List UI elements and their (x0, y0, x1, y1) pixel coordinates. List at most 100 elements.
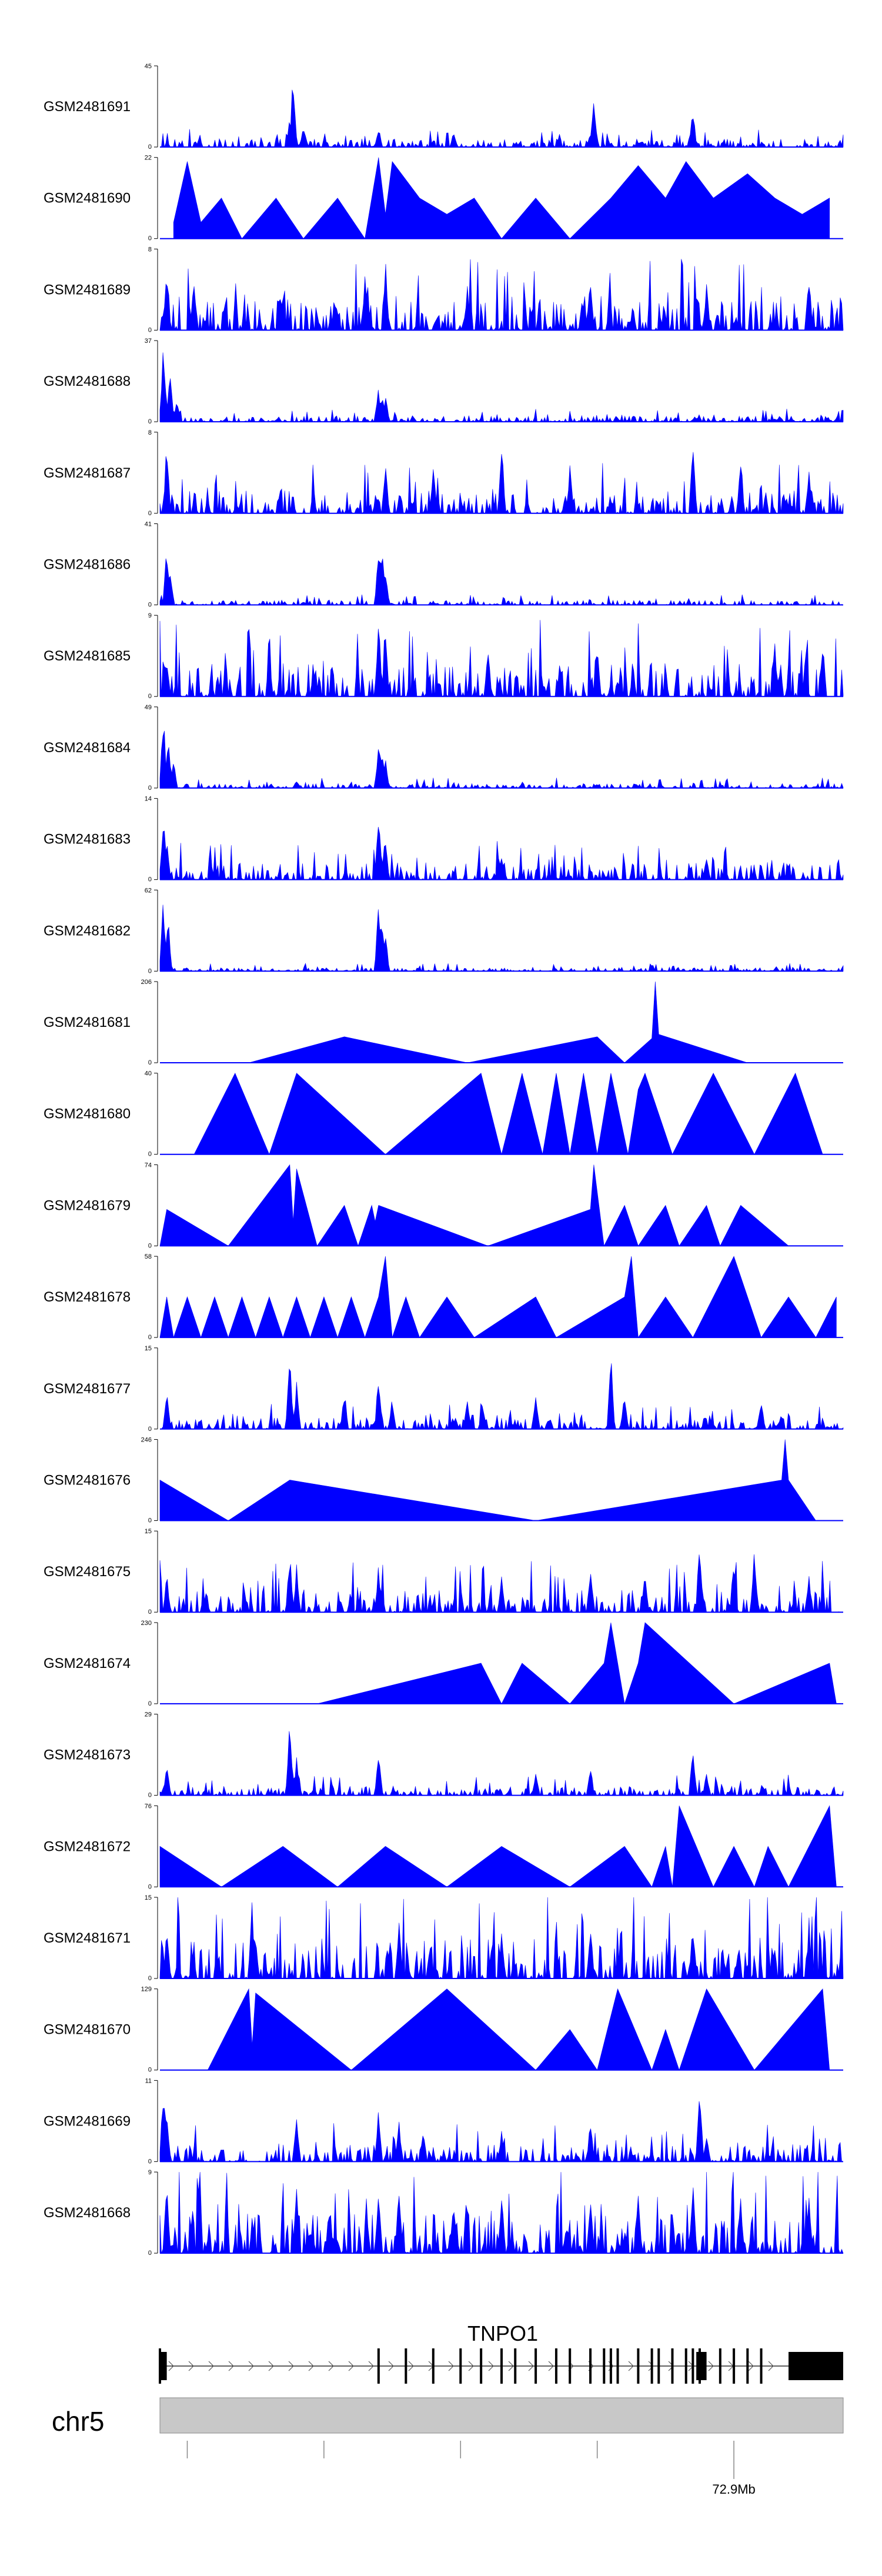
coverage-area (159, 620, 844, 698)
y-max-label: 8 (148, 246, 152, 253)
chromosome-ideogram-track: chr5 72.9Mb (52, 2397, 844, 2497)
strand-chevron (548, 2361, 554, 2371)
coverage-area (159, 1554, 843, 1613)
y-max-label: 129 (141, 1986, 152, 1993)
exon (432, 2348, 435, 2384)
exon (657, 2348, 660, 2384)
y-max-label: 37 (145, 338, 152, 345)
track-label: GSM2481676 (44, 1473, 131, 1489)
exon (760, 2348, 763, 2384)
strand-chevron (768, 2361, 774, 2371)
strand-chevron (388, 2361, 394, 2371)
coding-block (160, 2352, 167, 2380)
coverage-area (173, 157, 830, 239)
track-label: GSM2481688 (44, 373, 131, 389)
y-min-label: 0 (148, 1242, 152, 1249)
strand-chevron (208, 2361, 214, 2371)
y-min-label: 0 (148, 2158, 152, 2165)
track-GSM2481678: GSM2481678 58 0 (44, 1253, 843, 1341)
strand-chevron (328, 2361, 334, 2371)
coverage-area (159, 2101, 844, 2163)
track-label: GSM2481671 (44, 1930, 131, 1946)
y-min-label: 0 (148, 2250, 152, 2257)
exon (534, 2348, 537, 2384)
exon (691, 2348, 694, 2384)
y-max-label: 40 (145, 1070, 152, 1077)
coverage-area (159, 1805, 837, 1888)
y-min-label: 0 (148, 418, 152, 425)
strand-chevron (308, 2361, 314, 2371)
y-max-label: 29 (145, 1711, 152, 1719)
track-GSM2481671: GSM2481671 15 0 (44, 1894, 844, 1982)
coverage-area (159, 558, 844, 606)
y-min-label: 0 (148, 1059, 152, 1066)
exon (514, 2348, 517, 2384)
y-max-label: 15 (145, 1345, 152, 1352)
exon (459, 2348, 462, 2384)
track-label: GSM2481686 (44, 557, 131, 573)
y-max-label: 49 (145, 704, 152, 711)
y-max-label: 45 (145, 63, 152, 70)
strand-chevron (508, 2361, 514, 2371)
coordinate-tick-label: 72.9Mb (712, 2482, 755, 2497)
strand-chevron (748, 2361, 754, 2371)
y-max-label: 206 (141, 979, 152, 986)
exon (616, 2348, 619, 2384)
coverage-area (159, 1731, 844, 1796)
track-GSM2481682: GSM2481682 62 0 (44, 887, 844, 975)
coding-block (696, 2352, 707, 2380)
coverage-area (159, 259, 844, 331)
track-label: GSM2481668 (44, 2205, 131, 2221)
track-label: GSM2481685 (44, 648, 131, 664)
coverage-area (159, 1439, 816, 1521)
y-max-label: 14 (145, 796, 152, 803)
track-label: GSM2481675 (44, 1564, 131, 1580)
track-GSM2481689: GSM2481689 8 0 (44, 246, 844, 333)
strand-chevron (268, 2361, 274, 2371)
exon (603, 2348, 606, 2384)
coverage-area (159, 1897, 844, 1980)
exon (650, 2348, 653, 2384)
y-min-label: 0 (148, 326, 152, 333)
y-min-label: 0 (148, 1883, 152, 1890)
y-min-label: 0 (148, 785, 152, 792)
track-label: GSM2481689 (44, 282, 131, 298)
track-GSM2481673: GSM2481673 29 0 (44, 1711, 844, 1799)
y-min-label: 0 (148, 876, 152, 883)
y-max-label: 15 (145, 1894, 152, 1901)
track-GSM2481683: GSM2481683 14 0 (44, 796, 844, 883)
track-label: GSM2481684 (44, 740, 131, 756)
y-min-label: 0 (148, 602, 152, 609)
track-label: GSM2481679 (44, 1197, 131, 1213)
track-GSM2481685: GSM2481685 9 0 (44, 612, 844, 700)
exon (405, 2348, 407, 2384)
coverage-area (159, 905, 844, 972)
exon (671, 2348, 674, 2384)
exon (733, 2348, 736, 2384)
coverage-area (160, 1363, 844, 1430)
track-GSM2481686: GSM2481686 41 0 (44, 521, 844, 609)
y-max-label: 62 (145, 887, 152, 894)
chromosome-ticks (186, 2441, 734, 2479)
track-GSM2481669: GSM2481669 11 0 (44, 2077, 844, 2165)
gene-structure (159, 2348, 843, 2384)
strand-chevron (488, 2361, 494, 2371)
track-label: GSM2481672 (44, 1838, 131, 1854)
y-max-label: 41 (145, 521, 152, 528)
track-GSM2481677: GSM2481677 15 0 (44, 1345, 844, 1433)
exon (609, 2348, 612, 2384)
strand-chevron (368, 2361, 374, 2371)
track-GSM2481687: GSM2481687 8 0 (44, 429, 844, 517)
y-max-label: 74 (145, 1162, 152, 1169)
track-GSM2481672: GSM2481672 76 0 (44, 1803, 843, 1890)
track-GSM2481679: GSM2481679 74 0 (44, 1162, 843, 1249)
y-max-label: 230 (141, 1620, 152, 1627)
track-label: GSM2481690 (44, 191, 131, 206)
strand-chevron (528, 2361, 534, 2371)
track-GSM2481690: GSM2481690 22 0 (44, 155, 843, 242)
strand-chevron (468, 2361, 474, 2371)
y-min-label: 0 (148, 144, 152, 151)
exon (569, 2348, 572, 2384)
coverage-area (207, 1988, 830, 2071)
track-GSM2481691: GSM2481691 45 0 (44, 63, 844, 151)
